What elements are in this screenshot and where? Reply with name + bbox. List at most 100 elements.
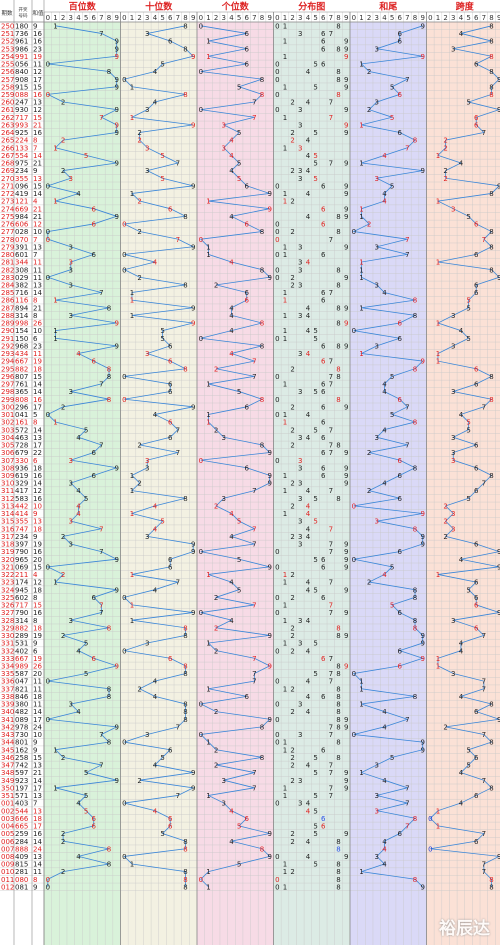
trend-marker-shi: 1 <box>130 190 134 198</box>
distribution-marker: 6 <box>321 449 326 457</box>
trend-marker-ge: 2 <box>214 624 218 632</box>
digit-header-fenbu: 0 <box>275 14 279 22</box>
trend-marker-ge: 1 <box>206 53 210 61</box>
trend-marker-shi: 0 <box>122 76 126 84</box>
trend-marker-bai: 6 <box>91 655 96 663</box>
distribution-marker: 8 <box>336 304 340 312</box>
trend-marker-kuadu: 3 <box>451 525 455 533</box>
trend-marker-hewei: 6 <box>397 320 402 328</box>
distribution-marker: 1 <box>283 38 287 46</box>
trend-marker-kuadu: 3 <box>451 342 455 350</box>
trend-marker-ge: 0 <box>199 876 203 884</box>
trend-marker-kuadu: 2 <box>443 533 447 541</box>
trend-marker-ge: 1 <box>206 251 210 259</box>
digit-header-fenbu: 1 <box>283 14 287 22</box>
distribution-marker: 6 <box>321 594 326 602</box>
trend-marker-shi: 1 <box>130 510 134 518</box>
distribution-marker: 7 <box>329 792 333 800</box>
trend-marker-hewei: 8 <box>413 365 417 373</box>
trend-marker-bai: 4 <box>76 647 81 655</box>
distribution-marker: 0 <box>275 739 279 747</box>
distribution-marker: 6 <box>321 563 326 571</box>
trend-marker-bai: 0 <box>46 91 50 99</box>
trend-marker-hewei: 1 <box>359 685 363 693</box>
trend-marker-kuadu: 4 <box>459 30 464 38</box>
distribution-marker: 2 <box>290 762 294 770</box>
distribution-marker: 3 <box>298 480 302 488</box>
draw-number: 081 <box>15 883 28 891</box>
trend-marker-hewei: 6 <box>397 91 402 99</box>
distribution-marker: 1 <box>283 602 287 610</box>
trend-marker-shi: 6 <box>168 38 173 46</box>
trend-marker-bai: 9 <box>114 777 118 785</box>
distribution-marker: 4 <box>306 312 311 320</box>
trend-marker-hewei: 1 <box>359 701 363 709</box>
trend-marker-shi: 9 <box>191 784 195 792</box>
trend-marker-ge: 2 <box>214 594 218 602</box>
trend-marker-kuadu: 5 <box>466 762 470 770</box>
trend-marker-ge: 9 <box>267 449 271 457</box>
distribution-marker: 5 <box>313 769 317 777</box>
trend-marker-bai: 3 <box>69 388 73 396</box>
distribution-marker: 4 <box>306 510 311 518</box>
distribution-marker: 1 <box>283 144 287 152</box>
distribution-marker: 9 <box>344 563 348 571</box>
trend-marker-shi: 5 <box>160 830 164 838</box>
trend-marker-shi: 2 <box>137 480 141 488</box>
trend-marker-bai: 4 <box>76 350 81 358</box>
trend-marker-bai: 9 <box>114 213 118 221</box>
distribution-marker: 0 <box>275 883 279 891</box>
trend-marker-bai: 8 <box>107 304 111 312</box>
trend-marker-shi: 4 <box>153 678 158 686</box>
trend-marker-kuadu: 6 <box>474 754 479 762</box>
trend-marker-shi: 5 <box>160 175 164 183</box>
distribution-marker: 1 <box>283 487 287 495</box>
distribution-marker: 7 <box>329 655 333 663</box>
trend-marker-kuadu: 7 <box>482 632 486 640</box>
trend-marker-ge: 0 <box>199 548 203 556</box>
trend-marker-hewei: 9 <box>420 167 424 175</box>
distribution-marker: 8 <box>336 845 340 853</box>
distribution-marker: 5 <box>313 335 317 343</box>
distribution-marker: 0 <box>275 373 279 381</box>
trend-marker-bai: 6 <box>91 358 96 366</box>
trend-marker-hewei: 2 <box>367 68 371 76</box>
distribution-marker: 3 <box>298 350 302 358</box>
distribution-marker: 4 <box>306 434 311 442</box>
digit-header-bai: 5 <box>84 14 88 22</box>
digit-header-kuadu: 2 <box>443 14 447 22</box>
trend-marker-hewei: 5 <box>390 754 394 762</box>
trend-marker-shi: 0 <box>122 396 126 404</box>
trend-marker-ge: 7 <box>252 769 256 777</box>
distribution-marker: 4 <box>306 137 311 145</box>
section-title-shi: 十位数 <box>145 1 173 13</box>
digit-header-hewei: 0 <box>352 14 356 22</box>
trend-marker-ge: 2 <box>214 647 218 655</box>
distribution-marker: 6 <box>321 205 326 213</box>
trend-marker-bai: 7 <box>99 114 103 122</box>
distribution-marker: 2 <box>290 571 294 579</box>
distribution-marker: 0 <box>275 251 279 259</box>
trend-marker-kuadu: 8 <box>489 91 493 99</box>
distribution-marker: 5 <box>313 670 317 678</box>
distribution-marker: 3 <box>298 800 302 808</box>
distribution-marker: 4 <box>306 617 311 625</box>
trend-marker-kuadu: 5 <box>466 304 470 312</box>
distribution-marker: 6 <box>321 823 326 831</box>
trend-marker-hewei: 8 <box>413 419 417 427</box>
trend-marker-shi: 1 <box>130 571 134 579</box>
trend-marker-bai: 6 <box>91 449 96 457</box>
trend-marker-ge: 0 <box>199 731 203 739</box>
trend-marker-ge: 1 <box>206 640 210 648</box>
trend-marker-shi: 6 <box>168 655 173 663</box>
distribution-marker: 6 <box>321 403 326 411</box>
digit-header-shi: 5 <box>160 14 164 22</box>
trend-marker-ge: 5 <box>237 823 241 831</box>
trend-marker-ge: 4 <box>229 350 234 358</box>
trend-marker-hewei: 7 <box>405 76 409 84</box>
trend-marker-ge: 4 <box>229 807 234 815</box>
distribution-marker: 3 <box>298 121 302 129</box>
trend-marker-kuadu: 6 <box>474 61 479 69</box>
digit-header-bai: 3 <box>69 14 73 22</box>
distribution-marker: 2 <box>290 838 294 846</box>
